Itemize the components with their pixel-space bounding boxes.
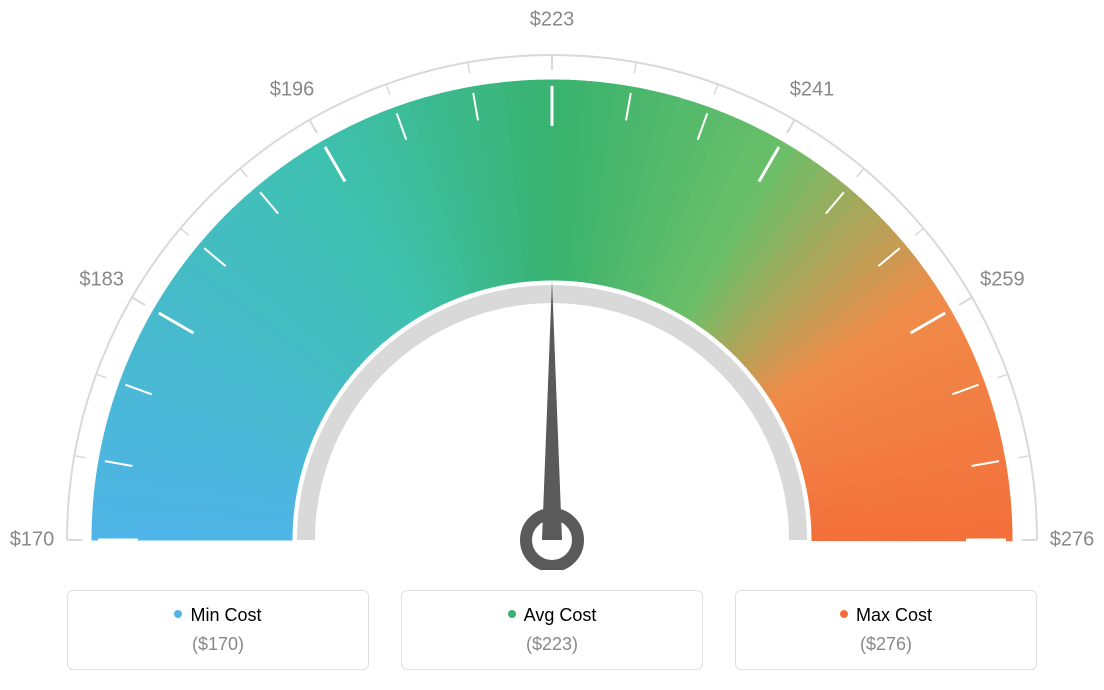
legend-value-avg: ($223)	[402, 634, 702, 655]
legend-row: Min Cost ($170) Avg Cost ($223) Max Cost…	[0, 590, 1104, 670]
legend-card-avg: Avg Cost ($223)	[401, 590, 703, 670]
gauge-tick-label: $223	[530, 9, 575, 32]
legend-label-min: Min Cost	[190, 605, 261, 625]
gauge-tick-label: $170	[10, 529, 55, 552]
dot-icon	[508, 610, 516, 618]
legend-value-min: ($170)	[68, 634, 368, 655]
gauge-tick-label: $183	[79, 269, 124, 292]
legend-card-min: Min Cost ($170)	[67, 590, 369, 670]
legend-card-max: Max Cost ($276)	[735, 590, 1037, 670]
gauge-tick-label: $259	[980, 269, 1025, 292]
gauge-tick-label: $276	[1050, 529, 1095, 552]
gauge-tick-label: $241	[790, 78, 835, 101]
legend-value-max: ($276)	[736, 634, 1036, 655]
gauge-chart: $170 $183 $196 $223 $241 $259 $276	[0, 0, 1104, 570]
legend-title-min: Min Cost	[68, 605, 368, 626]
gauge-svg	[0, 0, 1104, 570]
chart-container: $170 $183 $196 $223 $241 $259 $276 Min Cost ($…	[0, 0, 1104, 690]
gauge-tick-label: $196	[270, 78, 315, 101]
legend-label-max: Max Cost	[856, 605, 932, 625]
legend-label-avg: Avg Cost	[524, 605, 597, 625]
legend-title-max: Max Cost	[736, 605, 1036, 626]
dot-icon	[174, 610, 182, 618]
legend-title-avg: Avg Cost	[402, 605, 702, 626]
dot-icon	[840, 610, 848, 618]
